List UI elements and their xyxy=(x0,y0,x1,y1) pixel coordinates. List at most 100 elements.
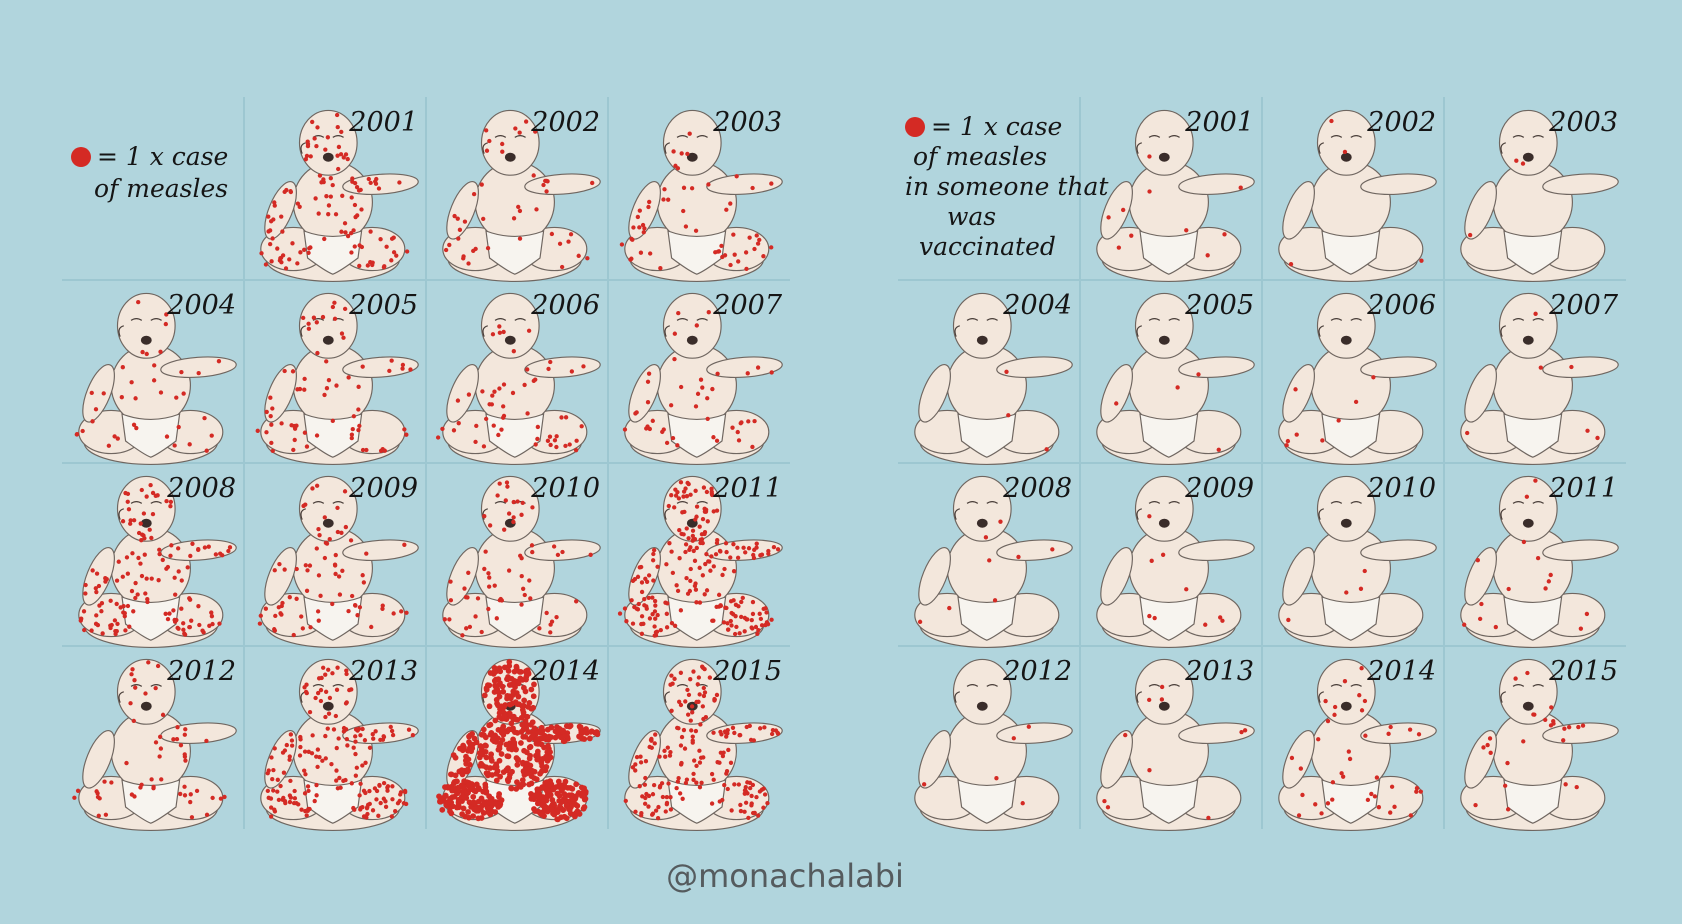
baby-ear xyxy=(664,508,670,520)
case-dot xyxy=(501,382,507,387)
case-dot xyxy=(659,781,665,786)
case-dot xyxy=(275,789,280,794)
case-dot xyxy=(182,754,188,759)
case-dot xyxy=(548,359,553,365)
baby-ear xyxy=(1318,142,1324,154)
case-dots xyxy=(1462,478,1590,631)
case-dot xyxy=(302,768,307,773)
baby-diaper xyxy=(1139,596,1199,641)
case-dot xyxy=(314,433,320,438)
baby-mouth xyxy=(1522,518,1534,528)
case-dot xyxy=(82,627,87,633)
case-dot xyxy=(735,545,740,550)
case-dot xyxy=(666,197,671,202)
case-dot xyxy=(337,775,342,781)
baby-ear xyxy=(300,325,306,337)
case-dot xyxy=(480,788,486,795)
case-dot xyxy=(494,616,499,621)
baby-mouth xyxy=(1158,701,1170,711)
case-dot xyxy=(698,377,704,382)
case-dot xyxy=(694,323,699,328)
case-dot xyxy=(658,627,663,633)
case-dot xyxy=(305,143,311,149)
case-dot xyxy=(120,574,125,579)
case-dot xyxy=(722,566,727,572)
case-dot xyxy=(108,598,113,603)
case-dot xyxy=(718,603,723,608)
case-dot xyxy=(538,724,545,731)
case-dot xyxy=(653,732,658,737)
case-dot xyxy=(272,568,277,573)
case-dot xyxy=(1578,626,1584,631)
case-dot xyxy=(637,225,642,230)
case-dot xyxy=(664,625,670,630)
year-label: 2012 xyxy=(1002,656,1072,687)
baby-eyes xyxy=(494,135,526,138)
case-dot xyxy=(517,130,522,135)
case-dot xyxy=(266,768,271,773)
case-dot xyxy=(334,687,340,692)
case-dot xyxy=(133,685,138,690)
case-dot xyxy=(697,565,702,570)
case-dot xyxy=(652,624,657,629)
case-dot xyxy=(711,730,716,735)
case-dot xyxy=(299,807,304,812)
case-dot xyxy=(642,226,647,231)
case-dot xyxy=(322,515,327,520)
case-dot xyxy=(359,207,364,212)
case-dot xyxy=(1288,262,1294,267)
case-dot xyxy=(96,583,102,589)
case-dot xyxy=(363,790,368,796)
case-dot xyxy=(736,438,742,443)
case-dot xyxy=(328,194,333,199)
case-dot xyxy=(344,668,349,673)
case-dot xyxy=(637,208,642,213)
case-dot xyxy=(501,413,507,419)
case-dot xyxy=(327,695,333,701)
case-dot xyxy=(1580,723,1586,728)
case-dot xyxy=(688,718,693,723)
year-label: 2015 xyxy=(1548,656,1618,687)
baby-ear xyxy=(1136,508,1142,520)
baby-left-arm xyxy=(1464,364,1497,423)
case-dot xyxy=(769,731,775,737)
case-dot xyxy=(81,609,87,614)
case-dot xyxy=(706,310,711,315)
case-dot xyxy=(747,723,752,729)
case-dot xyxy=(746,546,752,551)
case-dot xyxy=(653,808,659,813)
case-dot xyxy=(353,603,358,608)
case-dot xyxy=(622,606,628,611)
case-dot xyxy=(511,519,516,525)
case-dot xyxy=(508,681,515,688)
case-dot xyxy=(705,416,710,422)
case-dot xyxy=(83,591,88,596)
case-dot xyxy=(143,591,148,596)
baby-left-arm xyxy=(1100,547,1133,606)
baby-eyes xyxy=(1512,684,1544,687)
case-dot xyxy=(530,693,537,700)
case-dots xyxy=(1468,158,1526,238)
grid-lines xyxy=(898,97,1626,829)
case-dot xyxy=(635,574,641,579)
case-dot xyxy=(666,781,671,786)
case-dot xyxy=(279,603,284,609)
case-dot xyxy=(1371,375,1376,380)
case-dot xyxy=(501,329,506,335)
case-dot xyxy=(445,798,452,805)
year-label: 2007 xyxy=(1548,290,1619,321)
case-dot xyxy=(349,687,354,692)
case-dot xyxy=(690,533,695,539)
case-dot xyxy=(631,225,636,230)
year-label: 2008 xyxy=(166,473,236,504)
case-dots xyxy=(619,131,774,272)
baby-figure-icon xyxy=(1460,109,1619,282)
baby-mouth xyxy=(1158,152,1170,162)
case-dot xyxy=(691,771,696,777)
case-dot xyxy=(325,726,330,731)
case-dot xyxy=(534,751,541,757)
case-dot xyxy=(270,236,275,241)
case-dots xyxy=(917,519,1055,624)
case-dot xyxy=(306,788,311,794)
case-dot xyxy=(693,728,699,734)
